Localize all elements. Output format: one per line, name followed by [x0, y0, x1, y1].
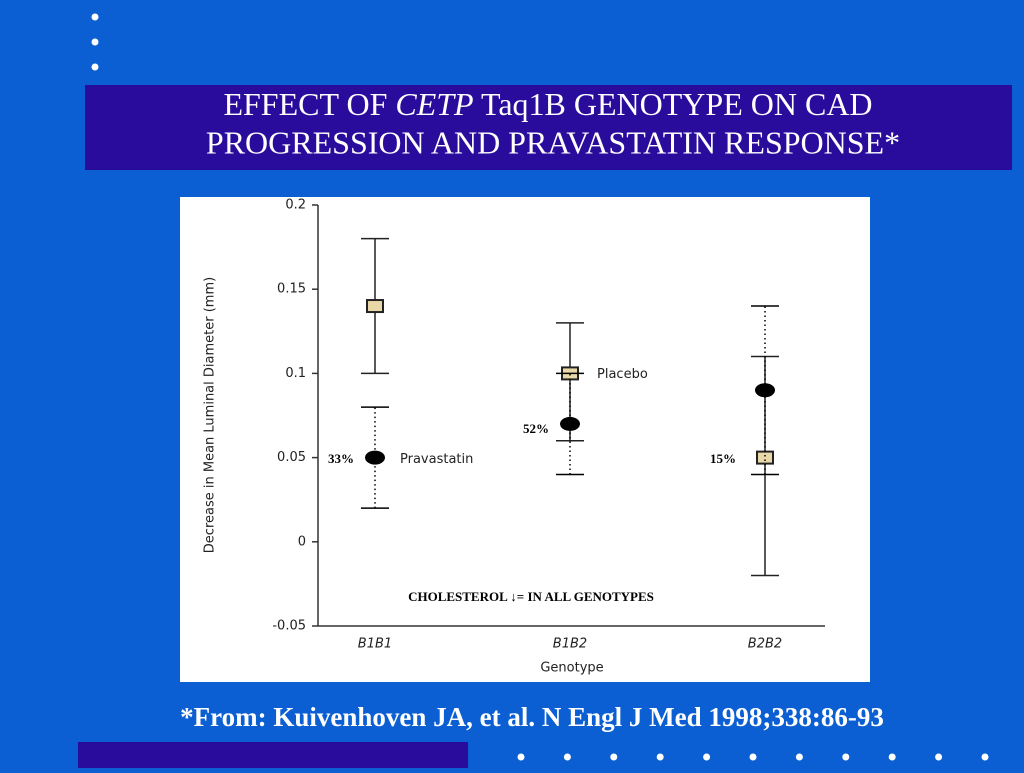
- decor-dot: [795, 753, 803, 761]
- marker-dot: [365, 450, 385, 465]
- decor-dot: [703, 753, 711, 761]
- annotation: 52%: [523, 421, 549, 436]
- decor-dots: [517, 753, 989, 761]
- y-tick-label: -0.05: [272, 619, 306, 634]
- decor-dot: [935, 753, 943, 761]
- annotation: 15%: [710, 451, 736, 466]
- y-axis-label: Decrease in Mean Luminal Diameter (mm): [203, 277, 218, 553]
- series-label: Pravastatin: [400, 452, 473, 467]
- series-label: Placebo: [597, 367, 648, 382]
- marker-square: [366, 299, 384, 314]
- decor: [91, 13, 99, 71]
- decor-dot: [517, 753, 525, 761]
- footnote: *From: Kuivenhoven JA, et al. N Engl J M…: [180, 702, 884, 732]
- decor-dot: [610, 753, 618, 761]
- y-tick-label: 0.05: [277, 450, 306, 465]
- decor-dot: [842, 753, 850, 761]
- title-part: EFFECT OF: [223, 86, 395, 122]
- x-axis-label: Genotype: [540, 661, 603, 676]
- decor-dot: [563, 753, 571, 761]
- decor-bar: [78, 742, 468, 768]
- annotation: 33%: [328, 451, 354, 466]
- decor-dot: [749, 753, 757, 761]
- x-tick-label: B2B2: [748, 637, 782, 652]
- decor-dot: [888, 753, 896, 761]
- x-tick-label: B1B2: [553, 637, 587, 652]
- title-part: Taq1B GENOTYPE ON CAD: [474, 86, 873, 122]
- decor-dot: [656, 753, 664, 761]
- marker-square: [756, 450, 774, 465]
- title: EFFECT OF CETP Taq1B GENOTYPE ON CAD: [223, 86, 872, 122]
- annotation: CHOLESTEROL ↓= IN ALL GENOTYPES: [408, 589, 654, 604]
- decor-dot: [981, 753, 989, 761]
- y-tick-label: 0.15: [277, 282, 306, 297]
- y-tick-label: 0: [298, 534, 306, 549]
- marker-dot: [560, 416, 580, 431]
- marker-dot: [755, 383, 775, 398]
- chart-area: [180, 197, 870, 682]
- title-part: CETP: [395, 86, 473, 122]
- y-tick-label: 0.1: [285, 366, 306, 381]
- y-tick-label: 0.2: [285, 198, 306, 213]
- plot: -0.05 0 0.05 0.1 0.15 0.2 B1B1 B1B2 B2B2 Genotype…: [203, 198, 825, 676]
- title-box: [85, 85, 1012, 170]
- x-tick-label: B1B1: [358, 637, 392, 652]
- title: PROGRESSION AND PRAVASTATIN RESPONSE*: [206, 124, 900, 160]
